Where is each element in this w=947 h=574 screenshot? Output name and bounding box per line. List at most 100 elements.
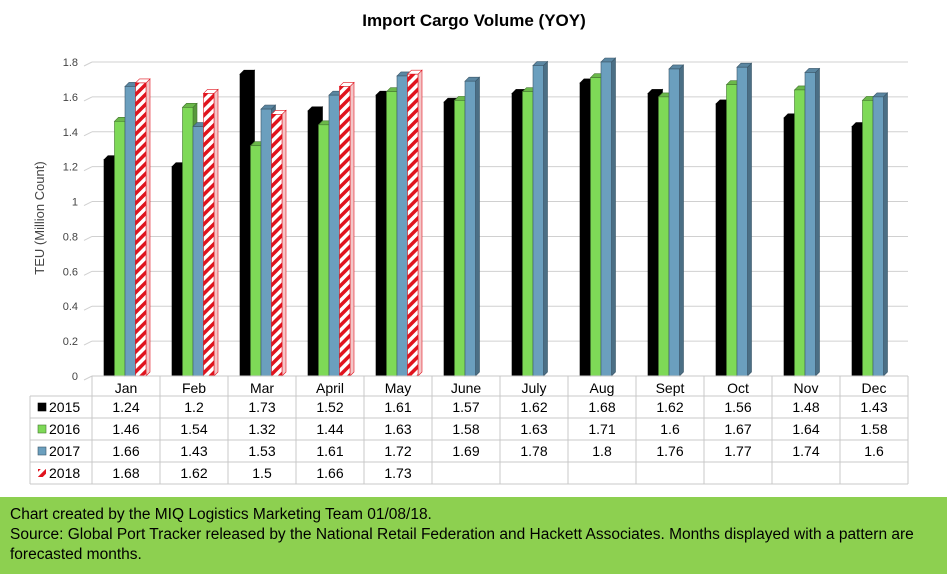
bar-2016-dec [862,100,874,377]
bar-2017-april [328,94,340,377]
data-label: 1.74 [792,443,819,459]
data-label: 1.61 [384,399,411,415]
data-label: 1.68 [112,465,139,481]
bar-2015-dec [851,126,863,377]
bar-2016-sept [658,96,670,377]
bar-2017-june [464,80,476,377]
bar-2017-july [532,65,544,377]
y-tick-label: 0 [72,371,78,383]
bar-side [543,60,548,377]
data-label: 1.73 [248,399,275,415]
x-tick-label: Dec [862,380,887,396]
data-label: 1.62 [180,465,207,481]
bar-2018-may [407,73,419,377]
y-axis-label: TEU (Million Count) [32,161,47,274]
bar-2015-aug [579,82,591,377]
bar-side [679,64,684,377]
x-tick-label: July [522,380,547,396]
data-label: 1.24 [112,399,139,415]
gridline-diag [83,375,93,381]
gridline-diag [83,131,93,137]
data-label: 1.66 [316,465,343,481]
data-label: 1.62 [520,399,547,415]
legend-key-2017 [37,446,47,456]
data-label: 1.5 [252,465,272,481]
bar-2017-nov [804,72,816,377]
legend-key-2015 [37,402,47,412]
bar-2015-mar [239,73,251,377]
bar-2018-mar [271,114,283,377]
bar-2017-sept [668,68,680,377]
bar-2015-jan [103,159,115,377]
bar-2015-june [443,101,455,377]
gridline-diag [83,235,93,241]
data-label: 1.48 [792,399,819,415]
data-label: 1.43 [180,443,207,459]
data-label: 1.69 [452,443,479,459]
x-tick-label: Aug [590,380,615,396]
gridline-diag [83,305,93,311]
bar-2017-aug [600,61,612,377]
gridline-diag [83,96,93,102]
bar-2016-july [522,91,534,377]
bar-side [747,62,752,377]
data-label: 1.43 [860,399,887,415]
data-label: 1.44 [316,421,343,437]
legend-label-2016: 2016 [49,421,80,437]
bar-side [611,57,616,377]
bar-2018-jan [135,82,147,377]
bar-2016-may [386,91,398,377]
y-tick-label: 0.4 [63,301,78,313]
gridline-diag [83,201,93,207]
y-tick-label: 1.8 [63,57,78,69]
y-tick-label: 1.4 [63,127,78,139]
x-tick-label: Feb [182,380,206,396]
bar-2017-mar [260,108,272,377]
data-label: 1.6 [660,421,680,437]
y-tick-label: 0.2 [63,336,78,348]
data-label: 1.46 [112,421,139,437]
x-tick-label: Oct [727,380,749,396]
data-label: 1.73 [384,465,411,481]
legend-label-2017: 2017 [49,443,80,459]
x-tick-label: Sept [656,380,685,396]
bar-side [475,76,480,377]
bar-2016-april [318,124,330,377]
data-label: 1.61 [316,443,343,459]
bar-2016-june [454,100,466,377]
bar-2017-may [396,75,408,377]
data-label: 1.63 [520,421,547,437]
data-label: 1.58 [452,421,479,437]
bar-2016-feb [182,107,194,377]
bar-side [883,92,888,377]
data-label: 1.62 [656,399,683,415]
footer-source: Source: Global Port Tracker released by … [10,526,914,563]
legend-label-2018: 2018 [49,465,80,481]
data-label: 1.2 [184,399,204,415]
bar-2016-jan [114,121,126,377]
chart-title: Import Cargo Volume (YOY) [362,11,586,30]
bar-2015-nov [783,117,795,377]
bar-side [815,67,820,377]
bar-side [213,88,219,377]
bar-2015-sept [647,93,659,377]
bar-2017-oct [736,66,748,377]
chart-footer-note: Chart created by the MIQ Logistics Marke… [0,497,947,574]
bar-2016-nov [794,89,806,377]
bar-side [281,109,287,377]
data-label: 1.64 [792,421,819,437]
bar-2016-oct [726,84,738,377]
bar-2015-april [307,110,319,377]
data-label: 1.78 [520,443,547,459]
y-tick-label: 1.6 [63,92,78,104]
bar-2018-feb [203,93,215,377]
bar-side [417,69,423,377]
bar-side [145,78,151,377]
y-tick-label: 1 [72,197,78,209]
gridline-diag [83,340,93,346]
legend-key-2016 [37,424,47,434]
bar-2015-oct [715,103,727,377]
data-label: 1.67 [724,421,751,437]
legend-key-2018 [38,469,46,477]
data-label: 1.77 [724,443,751,459]
